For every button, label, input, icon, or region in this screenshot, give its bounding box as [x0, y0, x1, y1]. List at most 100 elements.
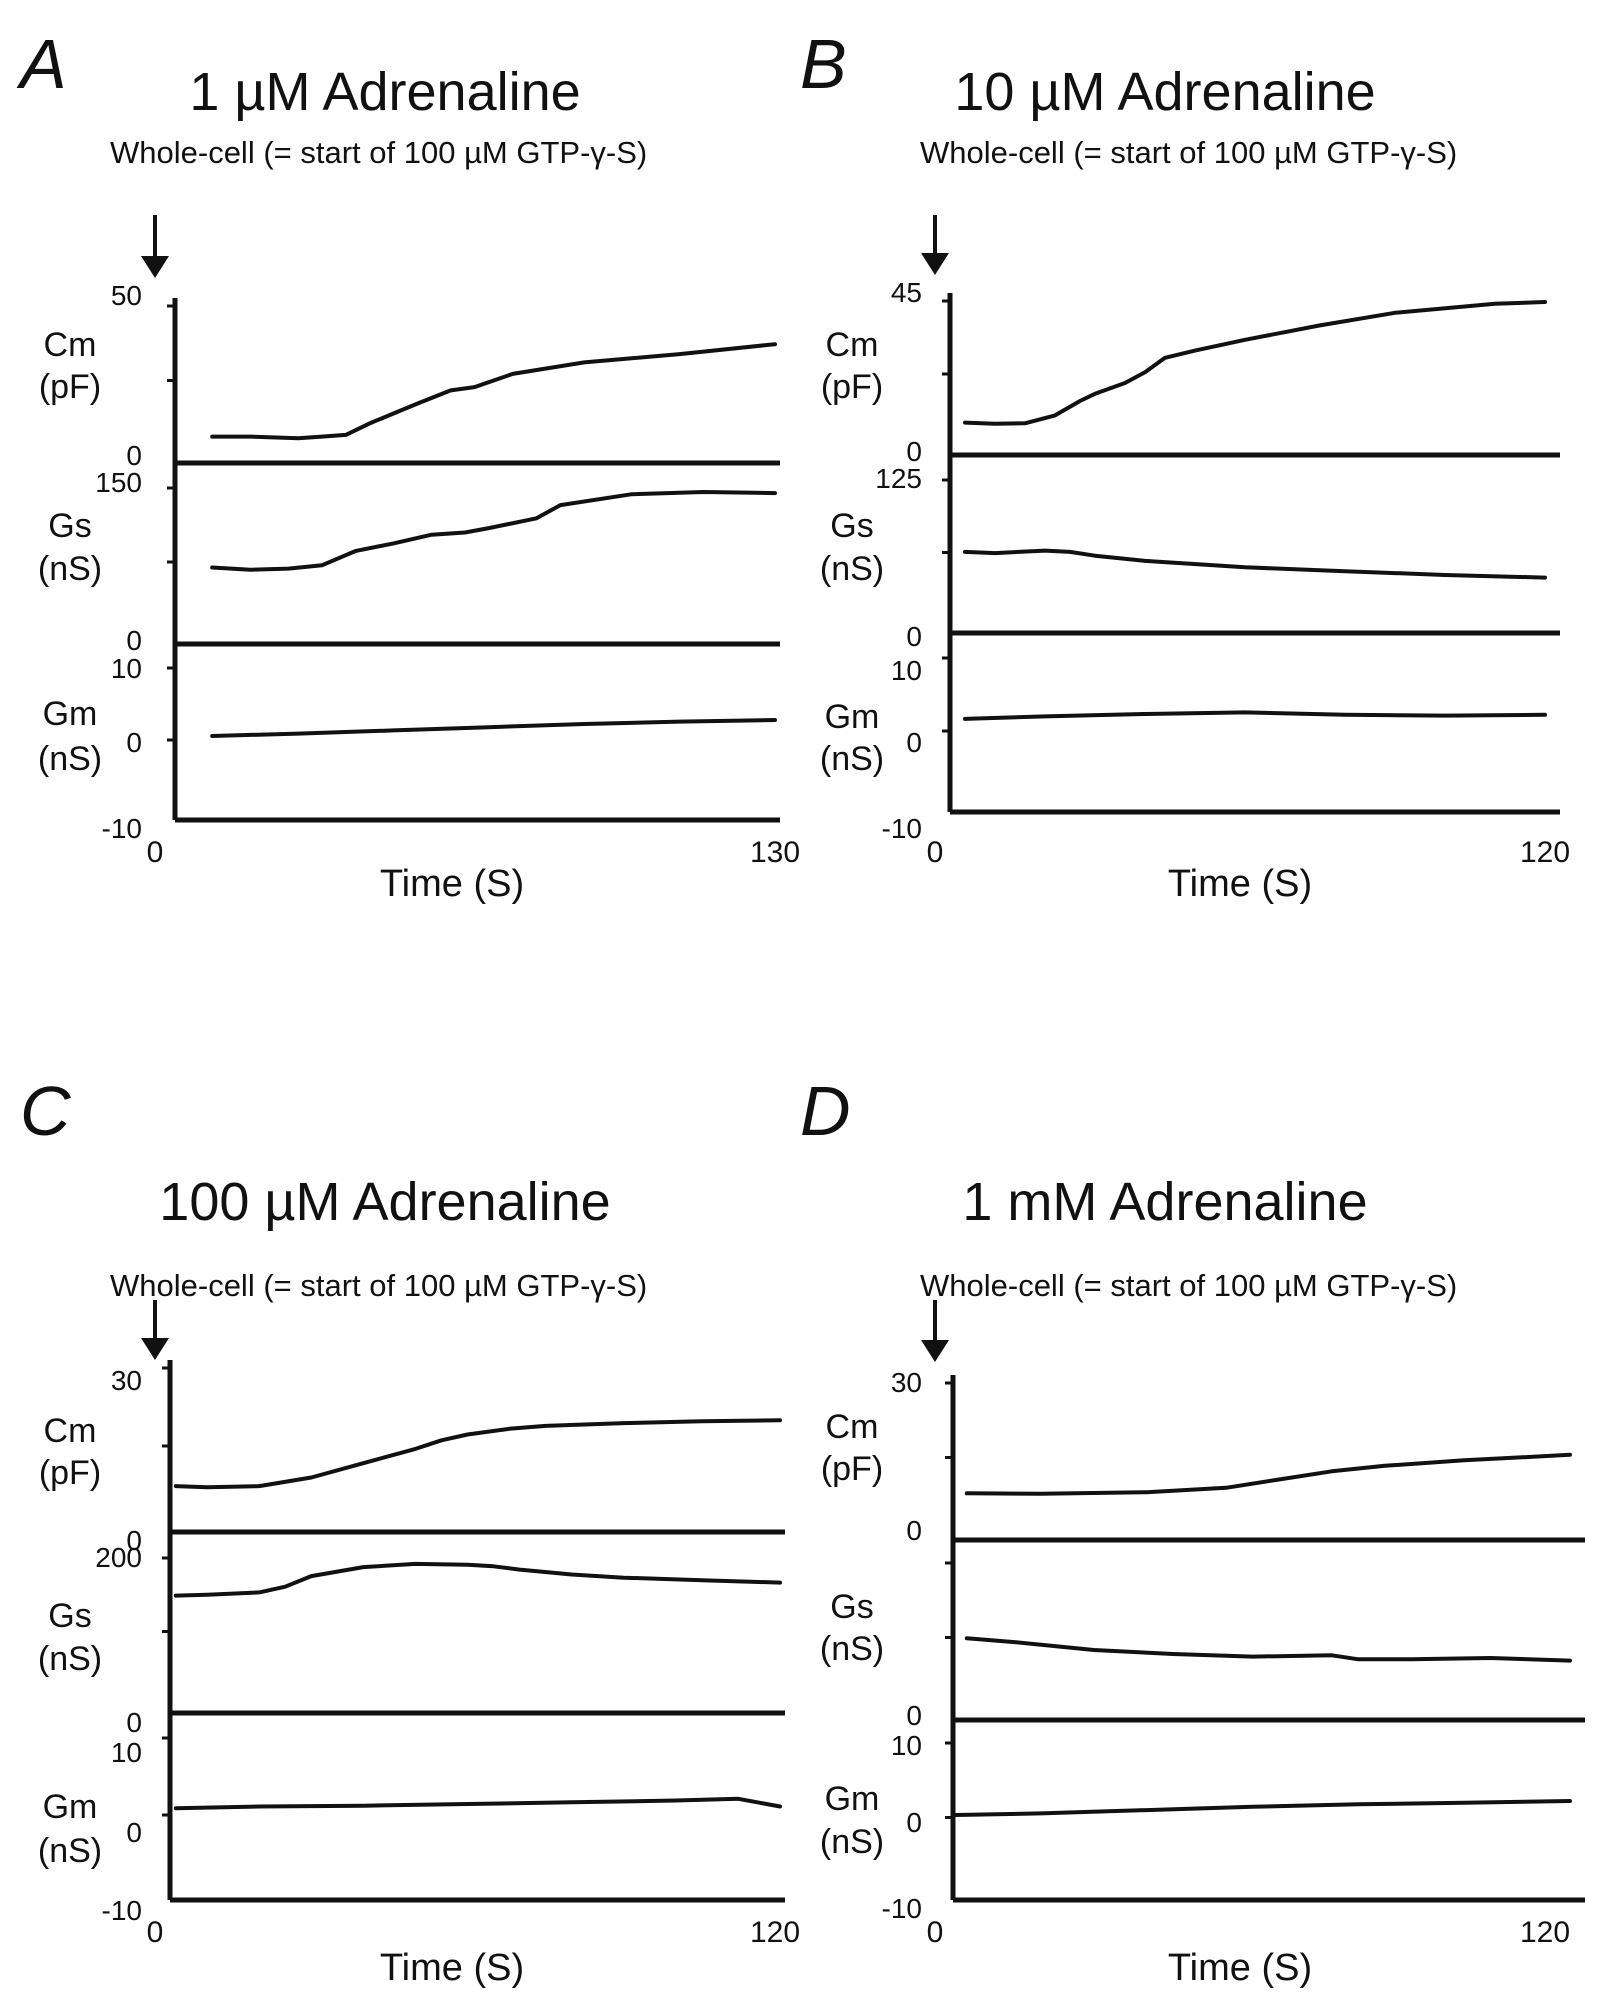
y-tick-label: 0 [126, 625, 142, 656]
series-unit: (nS) [38, 550, 102, 588]
y-tick-label: 45 [891, 277, 922, 308]
series-name: Cm [826, 1408, 879, 1446]
series-unit: (nS) [38, 740, 102, 778]
trace-line-gm [173, 1796, 782, 1811]
panel-title: 10 µM Adrenaline [954, 62, 1375, 122]
y-tick-label: 0 [126, 1525, 142, 1556]
series-name: Cm [44, 1412, 97, 1450]
whole-cell-annotation: Whole-cell (= start of 100 µM GTP-γ-S) [920, 135, 1457, 170]
trace-line-gs [964, 1636, 1572, 1663]
track-gm: Gm (nS) 10 0 -10 [820, 655, 1560, 844]
x-tick-label: 130 [750, 836, 800, 869]
x-tick-label: 0 [927, 1916, 944, 1949]
x-axis-label: Time (S) [380, 863, 524, 905]
track-gs: Gs (nS) 200 0 [38, 1542, 785, 1738]
series-name: Cm [826, 326, 879, 364]
y-tick-label: 0 [126, 1707, 142, 1738]
track-gs: Gs (nS) 0 [820, 1561, 1585, 1731]
panel-title: 100 µM Adrenaline [159, 1172, 610, 1232]
y-tick-label: 10 [111, 653, 142, 684]
y-tick-label: 10 [891, 655, 922, 686]
whole-cell-annotation: Whole-cell (= start of 100 µM GTP-γ-S) [920, 1268, 1457, 1303]
x-tick-label: 0 [927, 836, 944, 869]
series-unit: (nS) [820, 740, 884, 778]
y-tick-label: 125 [875, 463, 922, 494]
trace-line-gm [963, 710, 1547, 721]
series-name: Gm [43, 1788, 98, 1826]
trace-line-cm [963, 300, 1547, 426]
series-unit: (nS) [820, 1630, 884, 1668]
series-name: Gs [830, 507, 873, 545]
track-cm: Cm (pF) 45 0 [821, 277, 1560, 467]
y-tick-label: 150 [95, 467, 142, 498]
x-tick-label: 120 [750, 1916, 800, 1949]
series-unit: (nS) [820, 550, 884, 588]
trace-line-cm [964, 1452, 1572, 1496]
y-tick-label: 0 [126, 440, 142, 471]
arrow-head [921, 253, 949, 275]
arrow-head [921, 1340, 949, 1362]
panel-title: 1 µM Adrenaline [189, 62, 580, 122]
track-gm: Gm (nS) 10 0 -10 [820, 1730, 1585, 1924]
y-tick-label: 30 [111, 1365, 142, 1396]
track-gs: Gs (nS) 125 0 [820, 463, 1560, 652]
series-unit: (nS) [38, 1640, 102, 1678]
y-tick-label: 10 [891, 1730, 922, 1761]
arrow-head [141, 256, 169, 278]
y-tick-label: 200 [95, 1542, 142, 1573]
x-tick-label: 0 [147, 836, 164, 869]
trace-line-gm [954, 1799, 1572, 1817]
x-axis-label: Time (S) [1168, 863, 1312, 905]
trace-line-gm [210, 718, 777, 738]
y-tick-label: 0 [126, 1817, 142, 1848]
track-gm: Gm (nS) 10 0 -10 [38, 653, 780, 844]
track-cm: Cm (pF) 30 0 [821, 1367, 1585, 1546]
panel-letter: D [800, 1072, 851, 1150]
track-cm: Cm (pF) 30 0 [39, 1365, 785, 1556]
trace-line-cm [210, 342, 777, 441]
trace-line-gs [963, 548, 1547, 580]
y-tick-label: 0 [906, 1515, 922, 1546]
whole-cell-annotation: Whole-cell (= start of 100 µM GTP-γ-S) [110, 135, 647, 170]
series-name: Gs [830, 1588, 873, 1626]
panel-d: D 1 mM Adrenaline Whole-cell (= start of 1… [800, 1072, 1585, 1989]
series-name: Cm [44, 326, 97, 364]
y-tick-label: 0 [906, 1700, 922, 1731]
whole-cell-annotation: Whole-cell (= start of 100 µM GTP-γ-S) [110, 1268, 647, 1303]
series-unit: (pF) [39, 1454, 101, 1492]
y-tick-label: 10 [111, 1737, 142, 1768]
panel-letter: B [800, 25, 847, 103]
y-tick-label: -10 [102, 1895, 142, 1926]
series-name: Gs [48, 1597, 91, 1635]
track-cm: Cm (pF) 50 0 [39, 280, 780, 471]
y-tick-label: -10 [882, 813, 922, 844]
panel-title: 1 mM Adrenaline [962, 1172, 1367, 1232]
trace-line-gs [173, 1561, 782, 1598]
series-unit: (nS) [820, 1823, 884, 1861]
series-name: Gm [825, 1780, 880, 1818]
x-axis-label: Time (S) [1168, 1947, 1312, 1989]
panel-letter: A [16, 25, 67, 103]
series-name: Gm [43, 695, 98, 733]
panel-b: B 10 µM Adrenaline Whole-cell (= start of … [800, 25, 1570, 905]
series-name: Gs [48, 507, 91, 545]
y-tick-label: 0 [906, 727, 922, 758]
x-tick-label: 0 [147, 1916, 164, 1949]
series-unit: (pF) [821, 368, 883, 406]
y-tick-label: -10 [882, 1893, 922, 1924]
x-tick-label: 120 [1520, 836, 1570, 869]
panel-a: A 1 µM Adrenaline Whole-cell (= start of 1… [16, 25, 800, 905]
y-tick-label: 50 [111, 280, 142, 311]
series-unit: (nS) [38, 1832, 102, 1870]
series-unit: (pF) [39, 368, 101, 406]
arrow-head [141, 1338, 169, 1360]
y-tick-label: 0 [126, 727, 142, 758]
series-unit: (pF) [821, 1450, 883, 1488]
track-gs: Gs (nS) 150 0 [38, 467, 780, 656]
trace-line-cm [173, 1418, 782, 1490]
panel-c: C 100 µM Adrenaline Whole-cell (= start of… [20, 1072, 800, 1989]
x-axis-label: Time (S) [380, 1947, 524, 1989]
y-tick-label: 0 [906, 436, 922, 467]
